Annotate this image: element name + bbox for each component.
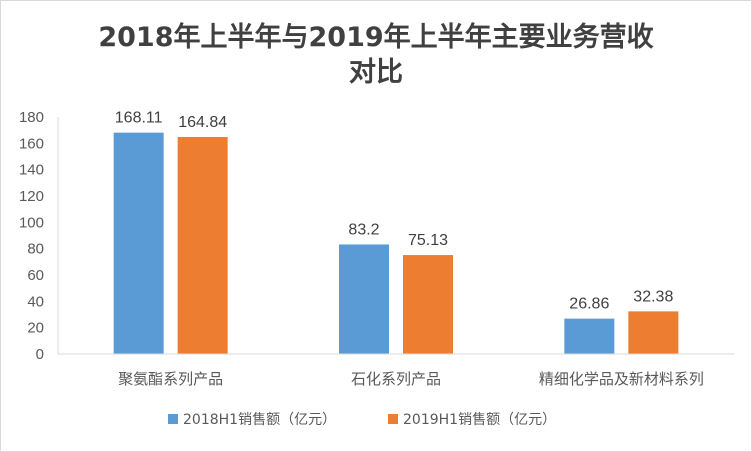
data-label-series-1-1: 168.11 xyxy=(115,110,163,127)
bar-series-1-2 xyxy=(339,244,389,354)
category-label: 石化系列产品 xyxy=(351,370,441,388)
y-tick-label: 60 xyxy=(27,267,44,284)
bar-series-2-2 xyxy=(403,255,453,354)
legend-label-series-2: 2019H1销售额（亿元） xyxy=(403,412,556,428)
y-tick-label: 180 xyxy=(19,109,44,126)
bar-series xyxy=(113,132,679,354)
bar-series-1-1 xyxy=(113,132,164,354)
data-label-series-2-1: 164.84 xyxy=(178,114,227,131)
data-label-series-1-2: 83.2 xyxy=(348,221,379,238)
legend-label-series-1: 2018H1销售额（亿元） xyxy=(183,412,336,428)
category-label: 精细化学品及新材料系列 xyxy=(539,370,704,388)
bar-series-1-3 xyxy=(564,318,615,354)
y-tick-label: 140 xyxy=(19,162,44,179)
y-tick-label: 0 xyxy=(36,346,44,363)
chart-title-line-2: 对比 xyxy=(349,57,403,88)
bar-series-2-3 xyxy=(628,311,679,354)
x-axis-categories: 聚氨酯系列产品 石化系列产品 精细化学品及新材料系列 xyxy=(118,370,704,388)
data-labels: 168.11 83.2 26.86 164.84 75.13 32.38 xyxy=(115,110,674,313)
legend-swatch-series-1 xyxy=(168,414,178,424)
legend: 2018H1销售额（亿元） 2019H1销售额（亿元） xyxy=(168,412,556,428)
y-tick-label: 20 xyxy=(27,320,44,337)
data-label-series-2-3: 32.38 xyxy=(633,288,673,305)
chart-title-line-1: 2018年上半年与2019年上半年主要业务营收 xyxy=(98,21,653,53)
y-tick-label: 100 xyxy=(19,214,44,231)
y-axis-ticks: 0 20 40 60 80 100 120 140 160 180 xyxy=(19,109,44,363)
bar-series-2-1 xyxy=(177,136,228,354)
y-tick-label: 120 xyxy=(19,188,44,205)
y-tick-label: 80 xyxy=(27,241,44,258)
data-label-series-2-2: 75.13 xyxy=(408,232,448,249)
category-label: 聚氨酯系列产品 xyxy=(118,370,223,388)
legend-swatch-series-2 xyxy=(388,414,398,424)
data-label-series-1-3: 26.86 xyxy=(569,296,609,313)
y-tick-label: 160 xyxy=(19,135,44,152)
y-tick-label: 40 xyxy=(27,293,44,310)
